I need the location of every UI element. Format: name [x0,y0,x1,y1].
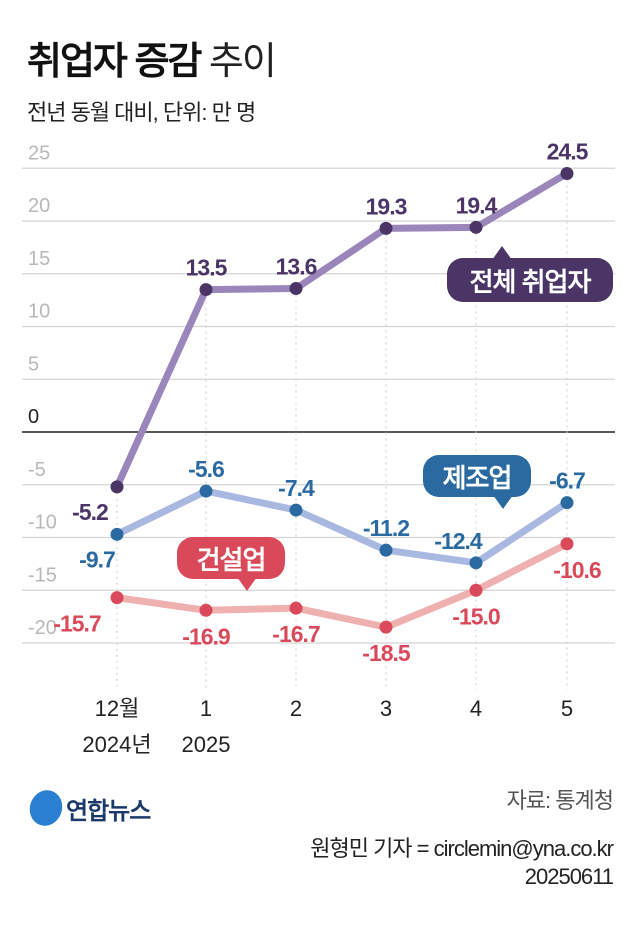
y-tick-label: -10 [28,512,57,534]
data-point-construction [560,537,574,551]
credit: 원형민 기자 = circlemin@yna.co.kr 20250611 [310,835,614,891]
x-tick-label: 4 [470,696,482,721]
legend-construction-bubble: 건설업 [177,537,285,591]
yonhap-logo: 연합뉴스 [24,785,151,831]
data-point-total [199,283,213,297]
data-label-construction: -10.6 [553,557,601,583]
data-point-construction [110,591,124,605]
data-point-total [469,220,483,234]
data-point-construction [469,583,483,597]
data-label-construction: -15.0 [452,603,500,629]
data-label-manufacturing: -7.4 [278,475,315,501]
x-tick-label: 3 [380,696,392,721]
data-point-manufacturing [560,496,574,510]
data-point-total [289,282,303,296]
series-line-manufacturing [115,487,569,567]
y-tick-label: 10 [28,301,50,323]
x-tick-label: 2 [290,696,302,721]
data-label-total: 24.5 [547,139,589,165]
data-label-manufacturing: -9.7 [79,546,115,572]
publish-date: 20250611 [524,864,614,889]
data-label-total: 13.6 [276,254,317,280]
data-label-total: 19.4 [456,192,498,218]
data-point-total [110,480,124,494]
data-point-manufacturing [469,556,483,570]
x-tick-label: 5 [561,696,573,721]
y-tick-label: 20 [28,195,50,217]
data-label-manufacturing: -6.7 [549,468,585,494]
legend-manufacturing-bubble: 제조업 [423,455,531,509]
chart-title: 취업자 증감 추이 [27,30,277,85]
data-label-manufacturing: -11.2 [363,515,409,541]
data-point-manufacturing [289,503,303,517]
source: 자료: 통계청 [506,788,614,813]
series-line-construction [116,540,569,631]
series-line-total [113,170,569,489]
data-label-total: -5.2 [72,499,108,525]
data-label-total: 19.3 [366,193,407,219]
legend-construction-label: 건설업 [196,544,267,575]
chart-subtitle: 전년 동월 대비, 단위: 만 명 [27,100,256,125]
line-chart: 25 20 15 10 5 0 -5 -10 -15 -20 12월 2024년 1 2025 2 3 4 5 -5… [22,139,615,757]
data-label-total: 13.5 [186,255,228,281]
legend-manufacturing-label: 제조업 [442,462,513,493]
x-tick-label: 2024년 [82,732,151,757]
legend-total-bubble: 전체 취업자 [447,246,613,302]
x-tick-label: 1 [200,696,212,721]
y-tick-label: 15 [28,248,50,270]
reporter-credit: 원형민 기자 = circlemin@yna.co.kr [310,836,614,861]
data-point-construction [199,603,213,617]
title-bold: 취업자 증감 [27,41,202,83]
legend-total-label: 전체 취업자 [469,266,592,297]
data-point-construction [379,620,393,634]
y-tick-label: 25 [28,142,50,164]
data-label-construction: -15.7 [53,611,101,637]
data-label-manufacturing: -5.6 [188,456,224,482]
y-tick-label: -20 [28,617,57,639]
y-tick-label: -15 [28,564,57,586]
data-point-manufacturing [110,527,124,541]
title-light: 추이 [208,41,277,83]
y-tick-label: 0 [28,406,39,428]
x-tick-label: 2025 [182,732,231,757]
y-tick-label: -5 [28,459,46,481]
data-label-construction: -16.9 [182,623,230,649]
data-label-manufacturing: -12.4 [434,528,483,554]
data-point-manufacturing [199,484,213,498]
data-point-total [379,221,393,235]
y-tick-label: 5 [28,353,39,375]
data-label-construction: -18.5 [362,640,411,666]
data-label-construction: -16.7 [272,621,320,647]
x-tick-label: 12월 [95,696,140,721]
yonhap-logo-icon [24,785,68,831]
logo-text: 연합뉴스 [66,797,151,825]
data-point-manufacturing [379,543,393,557]
data-point-total [560,167,574,181]
data-point-construction [289,601,303,615]
